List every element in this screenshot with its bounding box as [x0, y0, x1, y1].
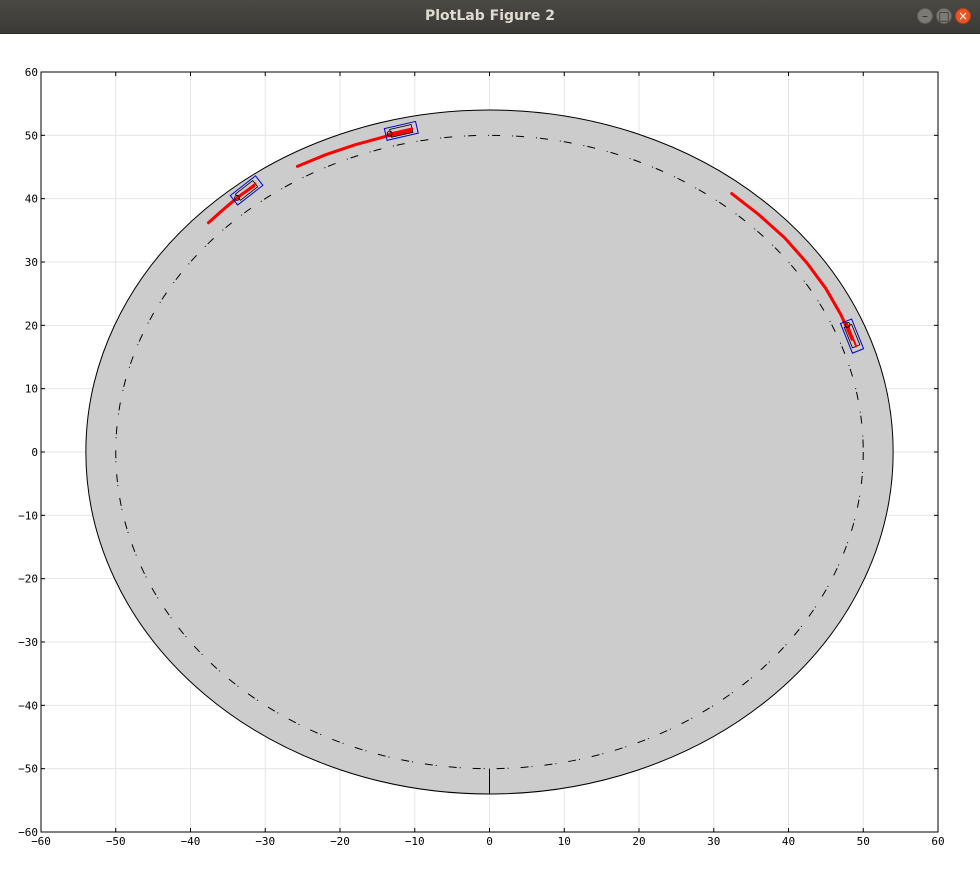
maximize-icon: □	[938, 9, 950, 23]
y-tick-label: 0	[31, 446, 38, 459]
ticks: −60 −50 −40 −30 −20 −10 0 10 20 30 40 50 60 −60 −50 −40…	[18, 66, 945, 848]
close-icon: ×	[957, 9, 969, 23]
y-tick-label: −10	[18, 509, 38, 522]
maximize-button[interactable]: □	[936, 8, 952, 24]
y-tick-label: 50	[25, 129, 38, 142]
vehicle-body	[383, 120, 419, 141]
window-title: PlotLab Figure 2	[425, 8, 555, 24]
x-tick-label: 60	[931, 835, 944, 848]
trajectory-3	[730, 192, 854, 341]
x-tick-label: −10	[405, 835, 425, 848]
minimize-icon: –	[922, 9, 928, 23]
x-tick-label: −60	[31, 835, 51, 848]
y-tick-label: −30	[18, 636, 38, 649]
y-tick-label: −40	[18, 699, 38, 712]
x-tick-label: 0	[486, 835, 493, 848]
x-tick-label: −40	[181, 835, 201, 848]
vehicle-body	[229, 175, 264, 206]
vehicle-wheel	[386, 130, 393, 137]
minimize-button[interactable]: –	[917, 8, 933, 24]
track	[85, 109, 894, 795]
y-tick-label: 30	[25, 256, 38, 269]
close-button[interactable]: ×	[955, 8, 971, 24]
x-tick-label: −50	[106, 835, 126, 848]
x-tick-label: 20	[632, 835, 645, 848]
x-tick-label: 30	[707, 835, 720, 848]
x-tick-label: −20	[330, 835, 350, 848]
y-tick-label: −50	[18, 763, 38, 776]
x-tick-label: 50	[857, 835, 870, 848]
x-tick-label: 10	[558, 835, 571, 848]
vehicles	[229, 120, 865, 354]
vehicle-1	[229, 175, 264, 206]
vehicle-wheel	[844, 322, 851, 328]
track-centerline	[115, 134, 864, 770]
vehicle-3	[839, 318, 865, 354]
y-tick-label: 40	[25, 193, 38, 206]
plot-canvas[interactable]: −60 −50 −40 −30 −20 −10 0 10 20 30 40 50 60 −60 −50 −40…	[0, 33, 980, 874]
y-tick-label: 60	[25, 66, 38, 79]
vehicle-body	[839, 318, 865, 354]
vehicle-wheel	[234, 194, 241, 201]
x-tick-label: −30	[255, 835, 275, 848]
y-tick-label: 10	[25, 383, 38, 396]
title-bar[interactable]: PlotLab Figure 2 – □ ×	[0, 0, 980, 34]
trajectory-2	[295, 129, 413, 168]
x-tick-label: 40	[782, 835, 795, 848]
y-tick-label: −20	[18, 573, 38, 586]
y-tick-label: −60	[18, 826, 38, 839]
y-tick-label: 20	[25, 319, 38, 332]
track-outer-boundary	[85, 109, 894, 795]
vehicle-2	[383, 120, 419, 141]
